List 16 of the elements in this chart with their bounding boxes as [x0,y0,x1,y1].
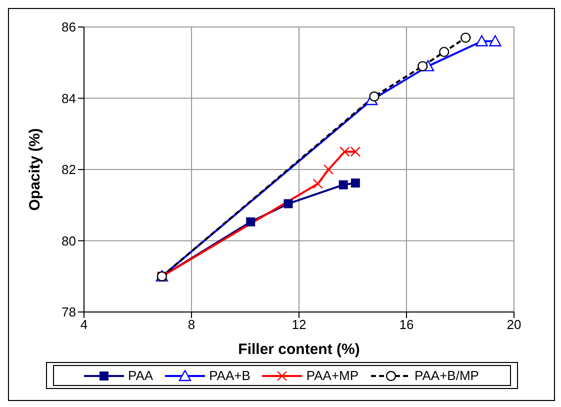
x-tick-label: 16 [399,317,414,332]
y-axis-title: Opacity (%) [26,128,44,211]
y-tick-label: 80 [62,233,76,248]
legend-label: PAA+MP [306,368,359,383]
x-axis-title: Filler content (%) [238,341,360,358]
y-tick-label: 84 [62,90,76,106]
legend-label: PAA [128,368,154,383]
x-tick-label: 12 [292,317,306,332]
legend-label: PAA+B [209,368,250,383]
x-tick-label: 4 [80,317,88,332]
y-tick-label: 78 [62,304,76,320]
x-tick-label: 20 [506,317,522,332]
y-tick-label: 86 [62,20,76,35]
legend-label: PAA+B/MP [414,368,479,383]
x-tick-label: 8 [188,317,196,332]
y-tick-label: 82 [62,162,76,178]
